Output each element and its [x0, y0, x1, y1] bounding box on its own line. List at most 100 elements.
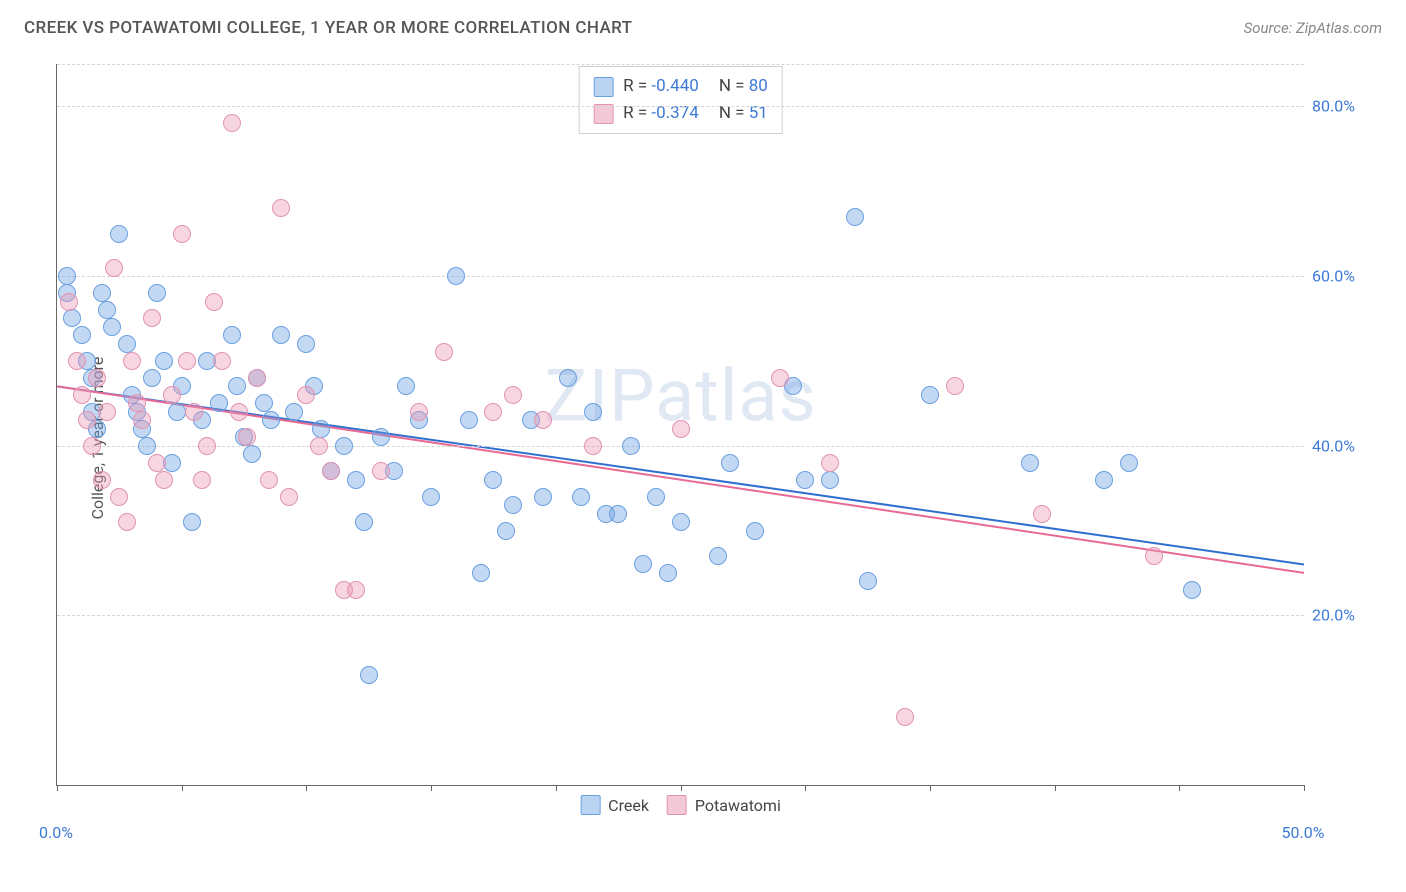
- x-tick-mark: [182, 785, 183, 791]
- data-point: [647, 488, 665, 506]
- data-point: [58, 267, 76, 285]
- data-point: [572, 488, 590, 506]
- x-tick-mark: [306, 785, 307, 791]
- x-tick-mark: [930, 785, 931, 791]
- x-axis-max-label: 50.0%: [1282, 823, 1325, 842]
- x-tick-mark: [1179, 785, 1180, 791]
- data-point: [143, 369, 161, 387]
- data-point: [110, 488, 128, 506]
- y-tick-label: 20.0%: [1312, 606, 1382, 625]
- data-point: [213, 352, 231, 370]
- data-point: [148, 284, 166, 302]
- x-tick-mark: [431, 785, 432, 791]
- data-point: [347, 471, 365, 489]
- data-point: [484, 403, 502, 421]
- data-point: [297, 386, 315, 404]
- data-point: [771, 369, 789, 387]
- data-point: [133, 411, 151, 429]
- data-point: [447, 267, 465, 285]
- data-point: [846, 208, 864, 226]
- data-point: [310, 437, 328, 455]
- data-point: [173, 225, 191, 243]
- creek-r-stat: R = -0.440: [623, 73, 699, 100]
- data-point: [312, 420, 330, 438]
- creek-swatch-icon: [580, 795, 600, 815]
- data-point: [63, 309, 81, 327]
- data-point: [103, 318, 121, 336]
- data-point: [504, 386, 522, 404]
- legend-series: Creek Potawatomi: [580, 795, 781, 815]
- data-point: [73, 326, 91, 344]
- data-point: [243, 445, 261, 463]
- data-point: [205, 293, 223, 311]
- data-point: [118, 335, 136, 353]
- data-point: [584, 403, 602, 421]
- data-point: [672, 513, 690, 531]
- data-point: [163, 386, 181, 404]
- data-point: [410, 403, 428, 421]
- data-point: [921, 386, 939, 404]
- potawatomi-r-stat: R = -0.374: [623, 100, 699, 127]
- data-point: [322, 462, 340, 480]
- data-point: [634, 555, 652, 573]
- data-point: [280, 488, 298, 506]
- y-tick-label: 80.0%: [1312, 97, 1382, 116]
- creek-swatch-icon: [593, 77, 613, 97]
- data-point: [272, 326, 290, 344]
- data-point: [168, 403, 186, 421]
- data-point: [68, 352, 86, 370]
- data-point: [335, 437, 353, 455]
- data-point: [223, 326, 241, 344]
- x-tick-mark: [1055, 785, 1056, 791]
- data-point: [118, 513, 136, 531]
- data-point: [1095, 471, 1113, 489]
- data-point: [110, 225, 128, 243]
- data-point: [255, 394, 273, 412]
- data-point: [484, 471, 502, 489]
- data-point: [228, 377, 246, 395]
- chart-container: College, 1 year or more ZIPatlas R = -0.…: [50, 58, 1390, 818]
- data-point: [230, 403, 248, 421]
- x-tick-mark: [681, 785, 682, 791]
- legend-item-potawatomi: Potawatomi: [667, 795, 781, 815]
- data-point: [709, 547, 727, 565]
- data-point: [198, 437, 216, 455]
- legend-stats-row: R = -0.440 N = 80: [593, 73, 768, 100]
- data-point: [460, 411, 478, 429]
- data-point: [1145, 547, 1163, 565]
- data-point: [1183, 581, 1201, 599]
- y-tick-label: 60.0%: [1312, 267, 1382, 286]
- data-point: [397, 377, 415, 395]
- data-point: [155, 471, 173, 489]
- source-label: Source: ZipAtlas.com: [1244, 19, 1382, 37]
- x-tick-mark: [57, 785, 58, 791]
- gridline: [57, 615, 1304, 616]
- data-point: [98, 301, 116, 319]
- data-point: [297, 335, 315, 353]
- data-point: [422, 488, 440, 506]
- legend-label: Creek: [608, 796, 649, 815]
- data-point: [223, 114, 241, 132]
- potawatomi-n-stat: N = 51: [719, 100, 768, 127]
- x-axis-min-label: 0.0%: [39, 823, 73, 842]
- data-point: [183, 513, 201, 531]
- data-point: [534, 411, 552, 429]
- data-point: [360, 666, 378, 684]
- data-point: [185, 403, 203, 421]
- data-point: [435, 343, 453, 361]
- data-point: [193, 471, 211, 489]
- data-point: [73, 386, 91, 404]
- gridline: [57, 64, 1304, 65]
- data-point: [105, 259, 123, 277]
- data-point: [372, 428, 390, 446]
- data-point: [821, 471, 839, 489]
- legend-item-creek: Creek: [580, 795, 649, 815]
- data-point: [896, 708, 914, 726]
- data-point: [138, 437, 156, 455]
- data-point: [1021, 454, 1039, 472]
- data-point: [143, 309, 161, 327]
- gridline: [57, 106, 1304, 107]
- data-point: [497, 522, 515, 540]
- data-point: [1033, 505, 1051, 523]
- data-point: [746, 522, 764, 540]
